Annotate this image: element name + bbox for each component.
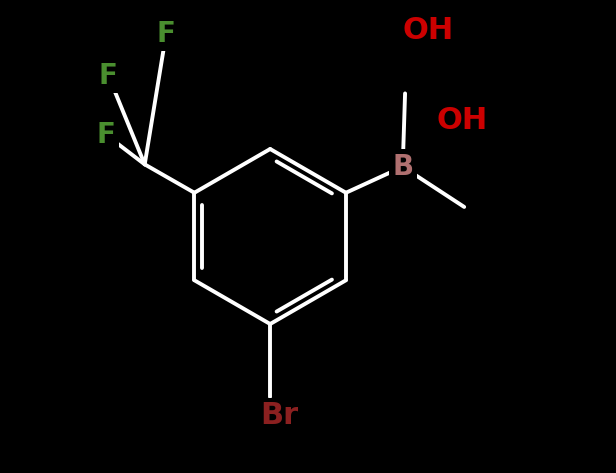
Text: Br: Br (261, 401, 299, 430)
Text: F: F (97, 121, 115, 149)
Text: F: F (99, 61, 118, 90)
Text: B: B (392, 153, 413, 181)
Text: OH: OH (437, 106, 488, 135)
Text: OH: OH (403, 16, 454, 45)
Text: F: F (156, 20, 176, 48)
